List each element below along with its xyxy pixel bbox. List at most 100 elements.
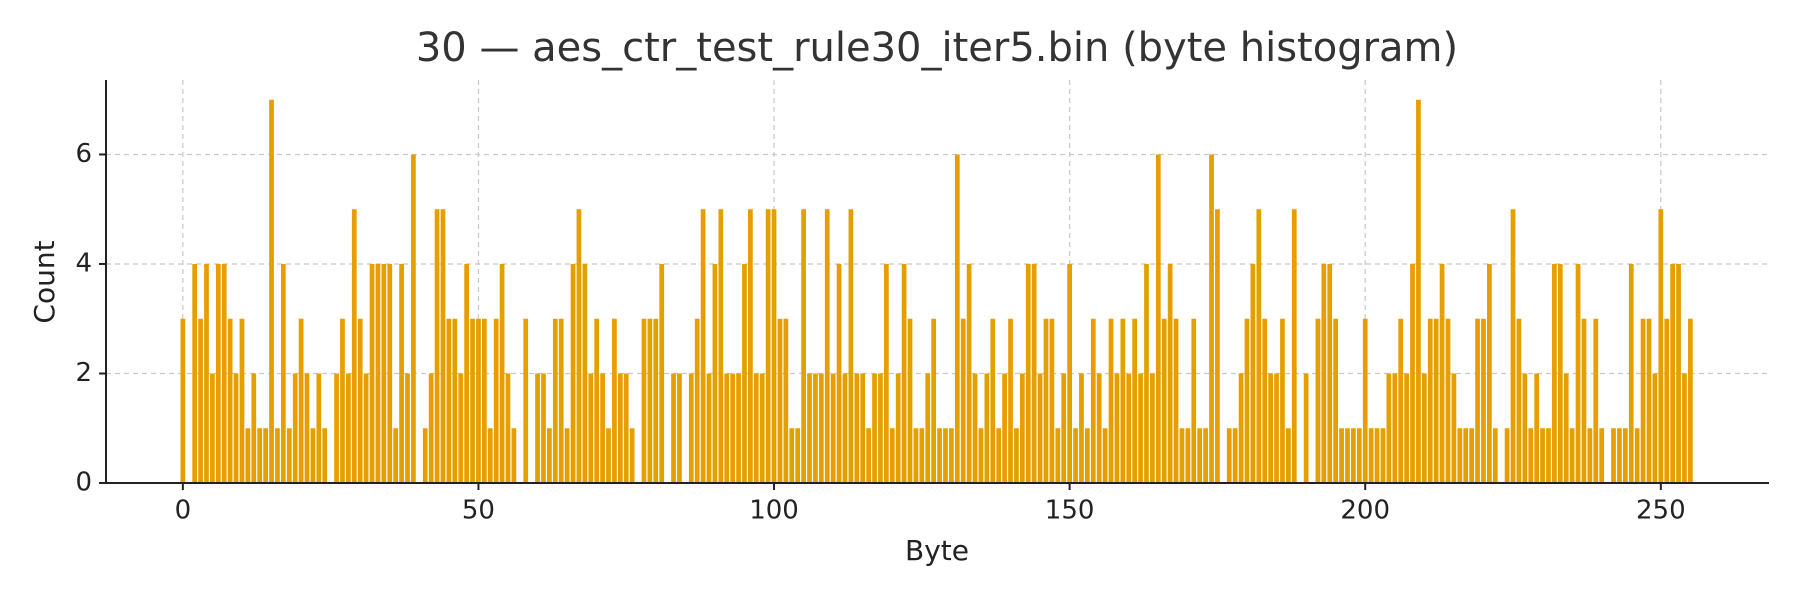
bar xyxy=(1043,318,1049,483)
bar xyxy=(1487,263,1492,483)
bar xyxy=(1682,373,1687,483)
bar xyxy=(1008,318,1013,483)
bar xyxy=(1581,318,1587,483)
bar xyxy=(1286,428,1291,483)
bar xyxy=(180,318,186,483)
bar xyxy=(818,373,824,483)
bar xyxy=(1226,428,1232,483)
bar xyxy=(576,209,582,483)
bar xyxy=(1652,373,1658,483)
bar xyxy=(446,318,452,483)
bar xyxy=(907,318,913,483)
bar xyxy=(381,263,387,483)
bar xyxy=(777,318,783,483)
bar xyxy=(245,428,251,483)
bar xyxy=(346,373,351,483)
bar xyxy=(1457,428,1463,483)
bar xyxy=(411,154,416,483)
bar xyxy=(736,373,741,483)
bar xyxy=(1161,318,1167,483)
bar xyxy=(1333,318,1339,483)
bar xyxy=(275,428,280,483)
y-axis-label: Count xyxy=(28,240,61,323)
bar xyxy=(889,428,895,483)
bar xyxy=(399,263,404,483)
bar xyxy=(878,373,883,483)
bar xyxy=(1492,428,1498,483)
bar xyxy=(830,373,836,483)
bar xyxy=(1303,373,1309,483)
bar xyxy=(706,373,712,483)
bar xyxy=(1569,428,1575,483)
bar xyxy=(257,428,263,483)
bar xyxy=(883,263,889,483)
bar xyxy=(1102,428,1108,483)
bar xyxy=(1634,428,1640,483)
bar xyxy=(298,318,304,483)
bar xyxy=(334,373,339,483)
bar xyxy=(1327,263,1333,483)
bar xyxy=(210,373,215,483)
bar xyxy=(1380,428,1386,483)
bar xyxy=(1315,318,1321,483)
bar xyxy=(931,318,937,483)
bar xyxy=(1031,263,1037,483)
bar xyxy=(617,373,623,483)
bar xyxy=(564,428,570,483)
bar xyxy=(310,428,316,483)
bar xyxy=(824,209,830,483)
bar xyxy=(1025,263,1031,483)
bar xyxy=(1262,318,1268,483)
x-tick-label: 0 xyxy=(175,496,192,526)
bar xyxy=(848,209,854,483)
bar xyxy=(405,373,410,483)
bar xyxy=(1090,318,1096,483)
bar xyxy=(771,209,777,483)
bar xyxy=(547,428,552,483)
bar xyxy=(1256,209,1262,483)
bar xyxy=(765,209,771,483)
bar xyxy=(452,318,458,483)
bar xyxy=(588,373,594,483)
bar xyxy=(1368,428,1374,483)
bar xyxy=(464,263,469,483)
bar xyxy=(913,428,919,483)
bar xyxy=(440,209,446,483)
bar xyxy=(1421,373,1427,483)
bar xyxy=(694,318,700,483)
bar xyxy=(1386,373,1392,483)
bar xyxy=(1173,318,1179,483)
bar xyxy=(1658,209,1664,483)
bar xyxy=(487,428,493,483)
bar xyxy=(476,318,481,483)
bar xyxy=(1280,318,1285,483)
bar xyxy=(192,263,198,483)
bar xyxy=(393,428,399,483)
bar xyxy=(1019,373,1025,483)
bar xyxy=(842,373,848,483)
bar xyxy=(558,318,564,483)
bar xyxy=(1351,428,1356,483)
bar xyxy=(215,263,221,483)
bar xyxy=(227,318,233,483)
bar xyxy=(1416,99,1421,483)
bar xyxy=(233,373,239,483)
bar xyxy=(1463,428,1469,483)
bar xyxy=(872,373,877,483)
bar xyxy=(972,373,978,483)
bar xyxy=(1268,373,1273,483)
bar xyxy=(1339,428,1344,483)
bar xyxy=(1445,318,1451,483)
bar xyxy=(570,263,576,483)
bar xyxy=(1534,373,1540,483)
bar xyxy=(1540,428,1545,483)
bar xyxy=(759,373,765,483)
bar xyxy=(1321,263,1327,483)
bar xyxy=(1599,428,1605,483)
bar xyxy=(523,318,529,483)
bar xyxy=(653,318,659,483)
bar xyxy=(582,263,588,483)
bar xyxy=(1079,373,1084,483)
y-tick-label: 4 xyxy=(75,248,92,278)
x-tick-label: 250 xyxy=(1636,496,1686,526)
